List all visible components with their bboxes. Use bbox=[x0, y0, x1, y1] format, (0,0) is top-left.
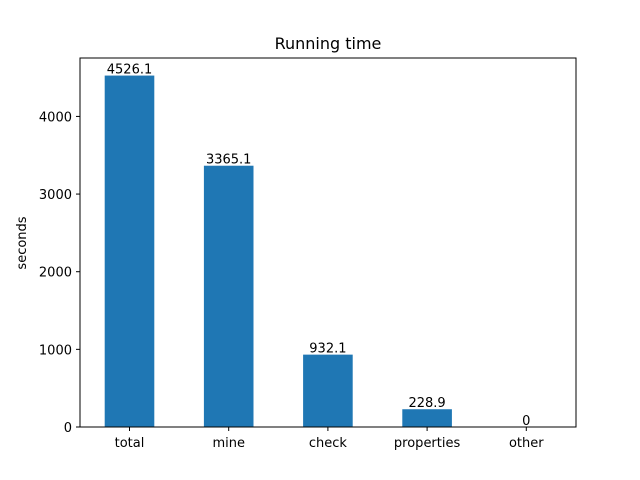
y-tick-label: 1000 bbox=[39, 343, 72, 358]
x-tick-label: properties bbox=[394, 436, 461, 451]
x-tick-label: mine bbox=[212, 436, 245, 451]
y-tick-label: 4000 bbox=[39, 110, 72, 125]
bar-check bbox=[303, 354, 353, 427]
data-label-properties: 228.9 bbox=[408, 396, 445, 411]
x-tick-label: check bbox=[309, 436, 348, 451]
y-axis: 0 1000 2000 3000 4000 bbox=[39, 110, 80, 436]
y-axis-label: seconds bbox=[15, 216, 30, 269]
data-label-mine: 3365.1 bbox=[206, 153, 252, 168]
plot-frame bbox=[79, 57, 577, 428]
x-tick-label: total bbox=[115, 436, 145, 451]
chart-title: Running time bbox=[275, 34, 382, 53]
data-label-check: 932.1 bbox=[309, 342, 346, 357]
bar-mine bbox=[203, 165, 254, 428]
bar-total bbox=[104, 75, 155, 428]
data-labels-group: 4526.1 3365.1 932.1 228.9 0 bbox=[107, 63, 531, 429]
bar-properties bbox=[402, 409, 452, 427]
data-label-total: 4526.1 bbox=[107, 63, 153, 78]
data-label-other: 0 bbox=[522, 414, 530, 429]
y-tick-label: 3000 bbox=[39, 188, 72, 203]
bars-group bbox=[104, 75, 452, 428]
y-tick-label: 2000 bbox=[39, 266, 72, 281]
x-axis: total mine check properties other bbox=[115, 427, 544, 451]
y-tick-label: 0 bbox=[64, 421, 72, 436]
x-tick-label: other bbox=[509, 436, 544, 451]
